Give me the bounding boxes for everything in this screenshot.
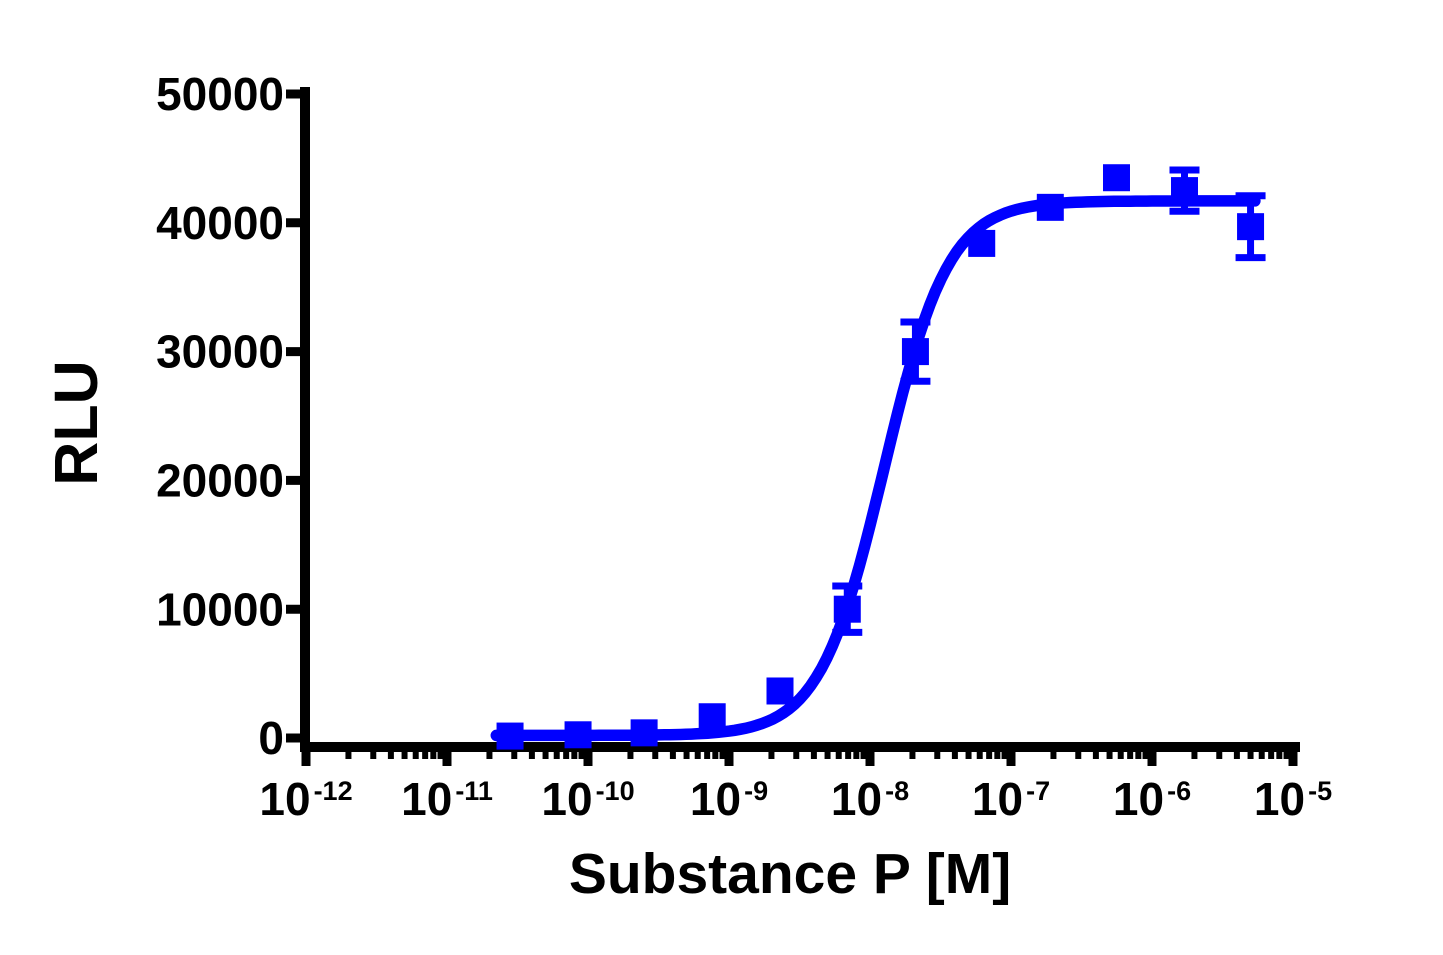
- data-point-marker: [1036, 193, 1064, 221]
- y-axis-tick-label: 50000: [156, 68, 284, 120]
- x-axis-tick-label: 10 -9: [690, 773, 768, 825]
- x-axis-tick-label: 10 -10: [541, 773, 634, 825]
- data-point-marker: [833, 595, 861, 623]
- y-axis-title: RLU: [42, 360, 110, 485]
- data-point-marker: [901, 338, 929, 366]
- y-axis-tick-label: 30000: [156, 326, 284, 378]
- data-point-marker: [698, 703, 726, 731]
- x-axis-tick-label: 10 -11: [401, 773, 493, 825]
- x-axis-tick-label: 10 -7: [972, 773, 1050, 825]
- data-point-marker: [1237, 213, 1265, 241]
- data-point-marker: [766, 677, 794, 705]
- x-axis-tick-label: 10 -12: [259, 773, 352, 825]
- data-point-marker: [1102, 164, 1130, 192]
- y-axis-tick-label: 40000: [156, 197, 284, 249]
- y-axis-tick-label: 10000: [156, 583, 284, 635]
- data-point-marker: [630, 719, 658, 747]
- data-point-marker: [564, 721, 592, 749]
- x-axis-tick-label: 10 -5: [1254, 773, 1332, 825]
- x-axis-tick-label: 10 -8: [831, 773, 909, 825]
- axes-layer: 0 10000 20000 30000 40000 50000 10 -12 10 -11 10 -1…: [156, 68, 1332, 825]
- y-axis-tick-label: 0: [258, 712, 284, 764]
- fit-curve: [490, 195, 1261, 742]
- data-points-layer: [496, 164, 1265, 750]
- x-axis-tick-label: 10 -6: [1113, 773, 1191, 825]
- y-axis-tick-label: 20000: [156, 455, 284, 507]
- data-point-marker: [1170, 177, 1198, 205]
- data-point-marker: [496, 722, 524, 750]
- data-point-marker: [968, 229, 996, 257]
- fit-curve-layer: [490, 195, 1261, 742]
- x-axis-title: Substance P [M]: [569, 842, 1011, 906]
